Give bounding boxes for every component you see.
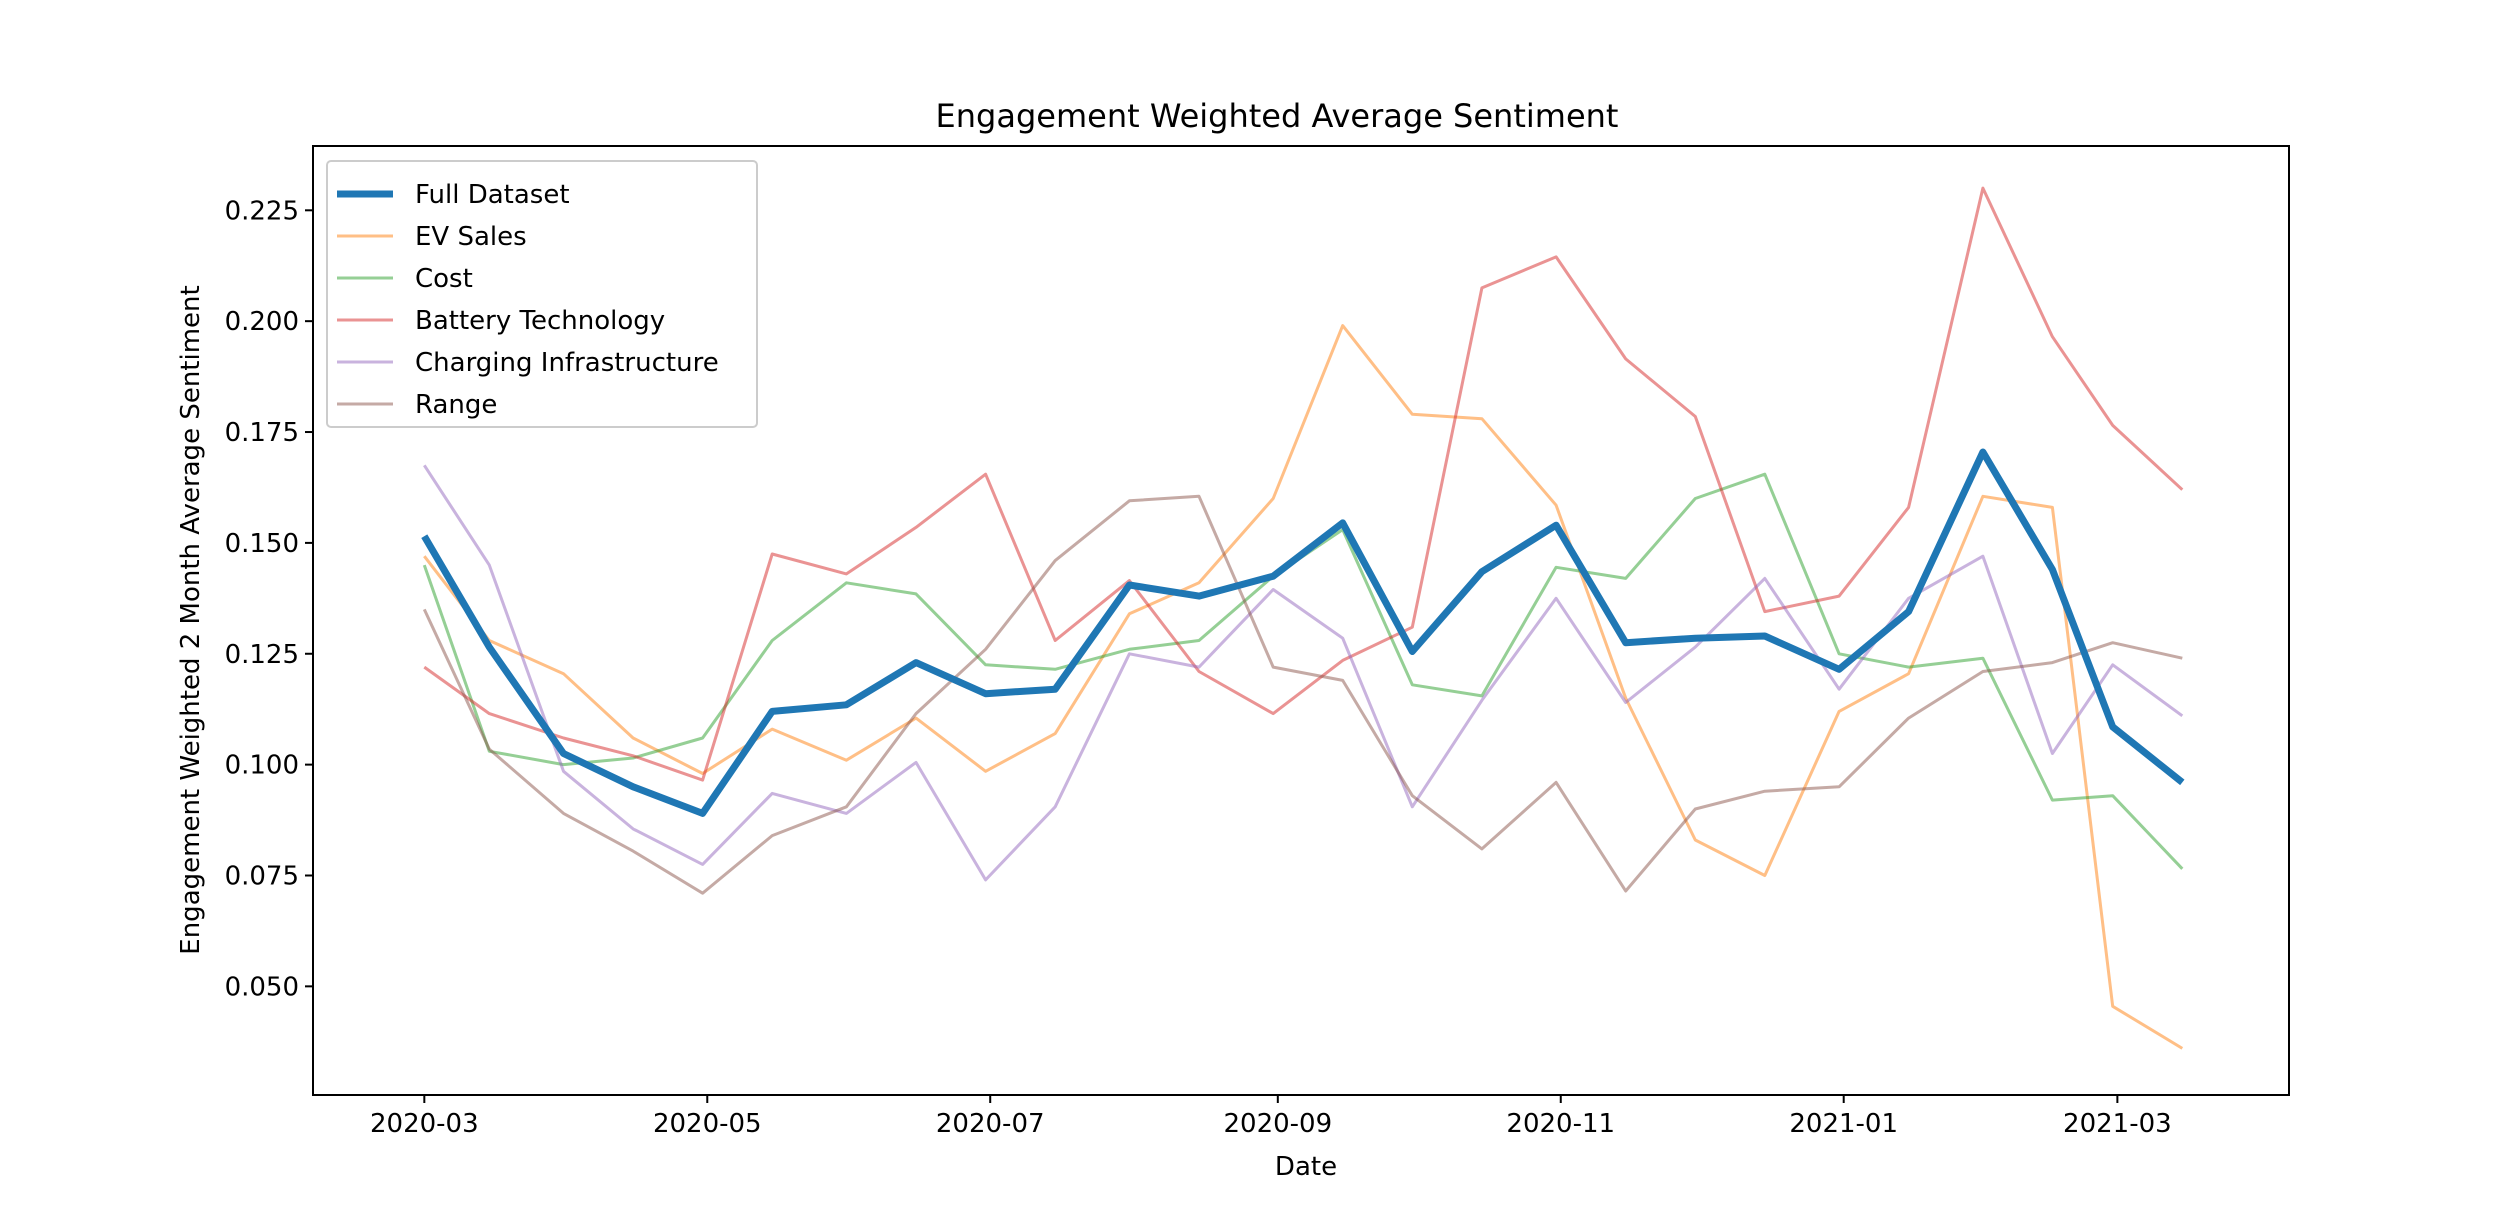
legend-label-battery-technology: Battery Technology: [415, 306, 665, 336]
y-tick-label: 0.075: [225, 861, 299, 891]
x-axis: 2020-03 2020-05 2020-07 2020-09 2020-11 2021-…: [370, 1095, 2172, 1139]
y-tick-label: 0.125: [225, 640, 299, 670]
x-tick-label: 2020-05: [653, 1109, 762, 1139]
legend-label-ev-sales: EV Sales: [415, 222, 527, 252]
legend-label-cost: Cost: [415, 264, 473, 294]
legend-box: [326, 160, 758, 428]
x-tick-label: 2020-03: [370, 1109, 479, 1139]
x-tick-label: 2020-09: [1223, 1109, 1332, 1139]
series-line-ev-sales: [423, 324, 2184, 1050]
x-tick-label: 2020-07: [936, 1109, 1045, 1139]
y-tick-label: 0.175: [225, 418, 299, 448]
series-line-battery-technology: [423, 186, 2184, 782]
legend-label-range: Range: [415, 390, 497, 420]
chart-title: Engagement Weighted Average Sentiment: [936, 97, 1619, 135]
plot-frame: [312, 145, 2290, 1096]
legend: Full Dataset EV Sales Cost Battery Technolo…: [326, 160, 758, 428]
x-tick-label: 2021-03: [2063, 1109, 2172, 1139]
series-line-charging-infrastructure: [423, 464, 2184, 882]
series-layer: [421, 186, 2185, 1050]
legend-label-charging-infrastructure: Charging Infrastructure: [415, 348, 719, 378]
y-axis: 0.050 0.075 0.100 0.125 0.150 0.175 0.200 0.225: [225, 196, 313, 1002]
legend-label-full-dataset: Full Dataset: [415, 180, 570, 210]
y-tick-label: 0.050: [225, 972, 299, 1002]
x-tick-label: 2021-01: [1789, 1109, 1898, 1139]
y-axis-label: Engagement Weighted 2 Month Average Sent…: [176, 285, 206, 954]
series-line-range: [422, 494, 2183, 895]
y-tick-label: 0.100: [225, 751, 299, 781]
y-tick-label: 0.200: [225, 307, 299, 337]
x-tick-label: 2020-11: [1506, 1109, 1615, 1139]
y-tick-label: 0.225: [225, 196, 299, 226]
series-line-full-dataset: [421, 448, 2185, 817]
x-axis-label: Date: [1275, 1152, 1337, 1182]
y-tick-label: 0.150: [225, 529, 299, 559]
